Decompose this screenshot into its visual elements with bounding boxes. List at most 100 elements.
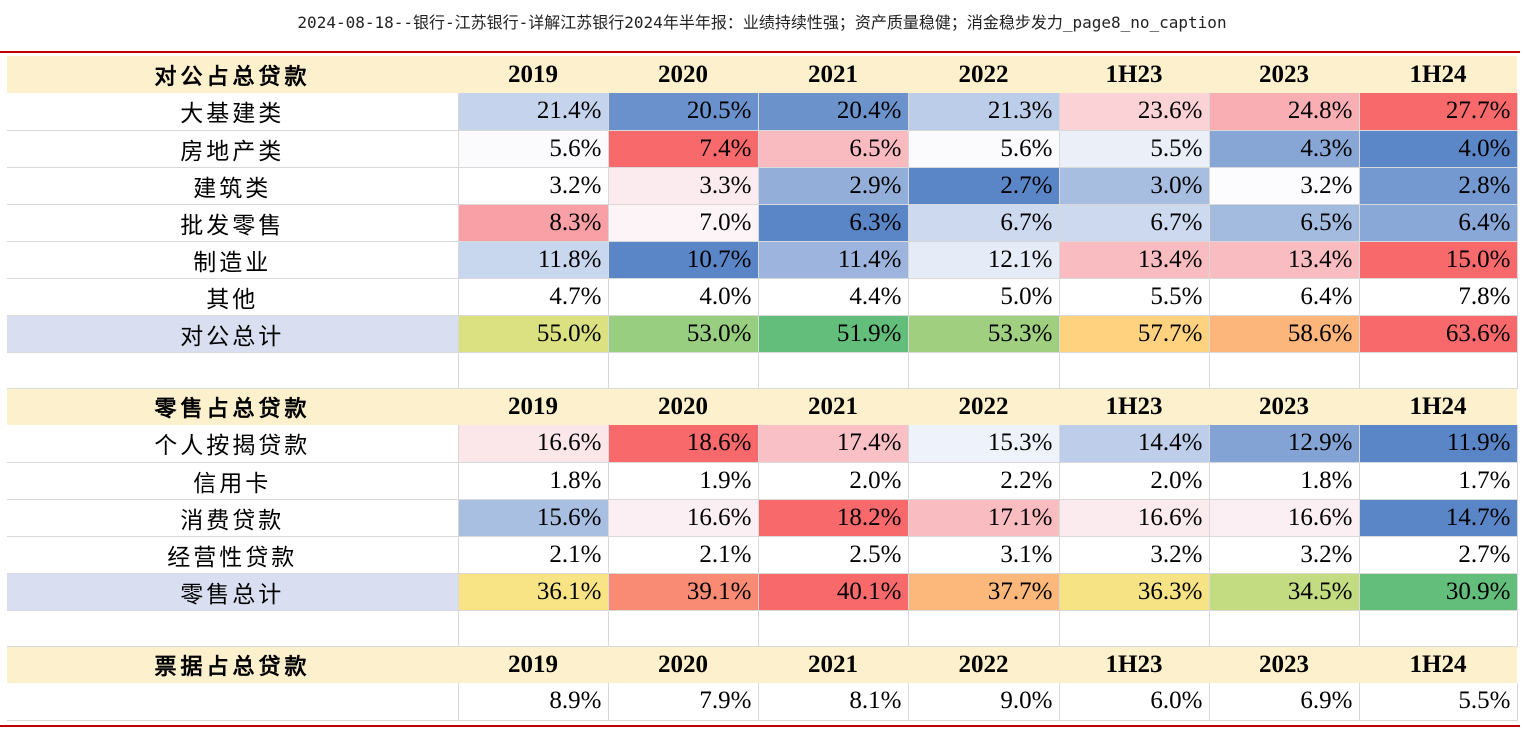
empty-cell [608, 610, 759, 647]
value-cell-2020: 4.0% [608, 278, 759, 316]
value-cell-2020: 7.0% [608, 204, 759, 242]
value-cell-2021: 2.0% [758, 462, 909, 500]
value-cell-1H23: 36.3% [1059, 573, 1210, 611]
table-row: 其他 4.7% 4.0% 4.4% 5.0% 5.5% 6.4% 7.8% [7, 278, 1518, 316]
value-cell-1H24: 63.6% [1359, 315, 1518, 353]
row-label: 个人按揭贷款 [7, 425, 459, 463]
value-cell-2022: 21.3% [908, 93, 1060, 131]
value-cell-2022: 5.6% [908, 130, 1060, 168]
value-cell-2019: 36.1% [458, 573, 609, 611]
value-cell-2023: 6.4% [1209, 278, 1360, 316]
row-label: 零售总计 [7, 573, 459, 611]
table-row: 批发零售 8.3% 7.0% 6.3% 6.7% 6.7% 6.5% 6.4% [7, 204, 1518, 242]
loan-structure-table: 对公占总贷款 2019 2020 2021 2022 1H23 2023 1H24 大基建类 21… [7, 56, 1518, 721]
value-cell-1H23: 3.0% [1059, 167, 1210, 205]
empty-cell [1059, 610, 1210, 647]
value-cell-2021: 18.2% [758, 499, 909, 537]
value-cell-2023: 6.9% [1209, 683, 1360, 721]
value-cell-2020: 2.1% [608, 536, 759, 574]
spacer-row [7, 610, 1518, 647]
value-cell-1H23: 14.4% [1059, 425, 1210, 463]
total-row: 零售总计 36.1% 39.1% 40.1% 37.7% 36.3% 34.5% 30.9% [7, 573, 1518, 611]
value-cell-2022: 5.0% [908, 278, 1060, 316]
year-header-2021: 2021 [758, 56, 908, 93]
value-cell-2021: 51.9% [758, 315, 909, 353]
empty-cell [608, 352, 759, 389]
value-cell-1H23: 5.5% [1059, 130, 1210, 168]
value-cell-2023: 58.6% [1209, 315, 1360, 353]
table-row: 房地产类 5.6% 7.4% 6.5% 5.6% 5.5% 4.3% 4.0% [7, 130, 1518, 168]
value-cell-1H24: 4.0% [1359, 130, 1518, 168]
row-label: 消费贷款 [7, 499, 459, 537]
row-label: 信用卡 [7, 462, 459, 500]
value-cell-2020: 7.4% [608, 130, 759, 168]
table-row: 信用卡 1.8% 1.9% 2.0% 2.2% 2.0% 1.8% 1.7% [7, 462, 1518, 500]
year-header-2021: 2021 [758, 388, 908, 425]
year-header-2022: 2022 [908, 646, 1059, 683]
row-label: 制造业 [7, 241, 459, 279]
value-cell-2023: 12.9% [1209, 425, 1360, 463]
section-header-row: 对公占总贷款 2019 2020 2021 2022 1H23 2023 1H24 [7, 56, 1517, 93]
value-cell-2021: 4.4% [758, 278, 909, 316]
row-label: 批发零售 [7, 204, 459, 242]
year-header-2023: 2023 [1209, 646, 1359, 683]
top-rule [0, 51, 1520, 53]
value-cell-1H23: 3.2% [1059, 536, 1210, 574]
value-cell-1H24: 2.8% [1359, 167, 1518, 205]
value-cell-1H23: 13.4% [1059, 241, 1210, 279]
value-cell-2020: 39.1% [608, 573, 759, 611]
section-title: 对公占总贷款 [7, 56, 458, 93]
year-header-1H24: 1H24 [1359, 388, 1517, 425]
value-cell-2021: 17.4% [758, 425, 909, 463]
value-cell-2021: 2.5% [758, 536, 909, 574]
value-cell-2022: 17.1% [908, 499, 1060, 537]
value-cell-2022: 2.2% [908, 462, 1060, 500]
value-cell-1H23: 6.0% [1059, 683, 1210, 721]
section-title: 零售占总贷款 [7, 388, 458, 425]
value-cell-1H24: 15.0% [1359, 241, 1518, 279]
value-cell-2019: 4.7% [458, 278, 609, 316]
year-header-2020: 2020 [608, 56, 758, 93]
row-label: 对公总计 [7, 315, 459, 353]
year-header-1H24: 1H24 [1359, 56, 1517, 93]
year-header-2019: 2019 [458, 56, 608, 93]
value-cell-2019: 1.8% [458, 462, 609, 500]
value-cell-1H24: 11.9% [1359, 425, 1518, 463]
value-cell-2019: 8.3% [458, 204, 609, 242]
value-cell-2022: 9.0% [908, 683, 1060, 721]
value-cell-2023: 3.2% [1209, 536, 1360, 574]
value-cell-2022: 2.7% [908, 167, 1060, 205]
empty-cell [908, 610, 1060, 647]
table-row: 8.9% 7.9% 8.1% 9.0% 6.0% 6.9% 5.5% [7, 683, 1518, 721]
value-cell-2023: 1.8% [1209, 462, 1360, 500]
year-header-2020: 2020 [608, 646, 758, 683]
value-cell-2021: 2.9% [758, 167, 909, 205]
value-cell-1H24: 6.4% [1359, 204, 1518, 242]
value-cell-1H24: 2.7% [1359, 536, 1518, 574]
value-cell-1H23: 6.7% [1059, 204, 1210, 242]
value-cell-2021: 20.4% [758, 93, 909, 131]
year-header-2019: 2019 [458, 388, 608, 425]
value-cell-2021: 6.3% [758, 204, 909, 242]
year-header-2019: 2019 [458, 646, 608, 683]
value-cell-2021: 40.1% [758, 573, 909, 611]
section-header-row: 票据占总贷款 2019 2020 2021 2022 1H23 2023 1H24 [7, 646, 1517, 683]
table-row: 消费贷款 15.6% 16.6% 18.2% 17.1% 16.6% 16.6% 14.7% [7, 499, 1518, 537]
value-cell-2022: 6.7% [908, 204, 1060, 242]
empty-cell [908, 352, 1060, 389]
empty-cell [758, 352, 909, 389]
value-cell-1H23: 2.0% [1059, 462, 1210, 500]
value-cell-1H24: 30.9% [1359, 573, 1518, 611]
year-header-1H24: 1H24 [1359, 646, 1517, 683]
empty-cell [458, 610, 609, 647]
value-cell-2020: 18.6% [608, 425, 759, 463]
value-cell-2023: 3.2% [1209, 167, 1360, 205]
empty-cell [1359, 352, 1518, 389]
year-header-1H23: 1H23 [1059, 56, 1209, 93]
value-cell-1H23: 23.6% [1059, 93, 1210, 131]
empty-cell [7, 610, 459, 647]
empty-cell [1059, 352, 1210, 389]
value-cell-2019: 16.6% [458, 425, 609, 463]
value-cell-1H24: 14.7% [1359, 499, 1518, 537]
value-cell-2019: 21.4% [458, 93, 609, 131]
